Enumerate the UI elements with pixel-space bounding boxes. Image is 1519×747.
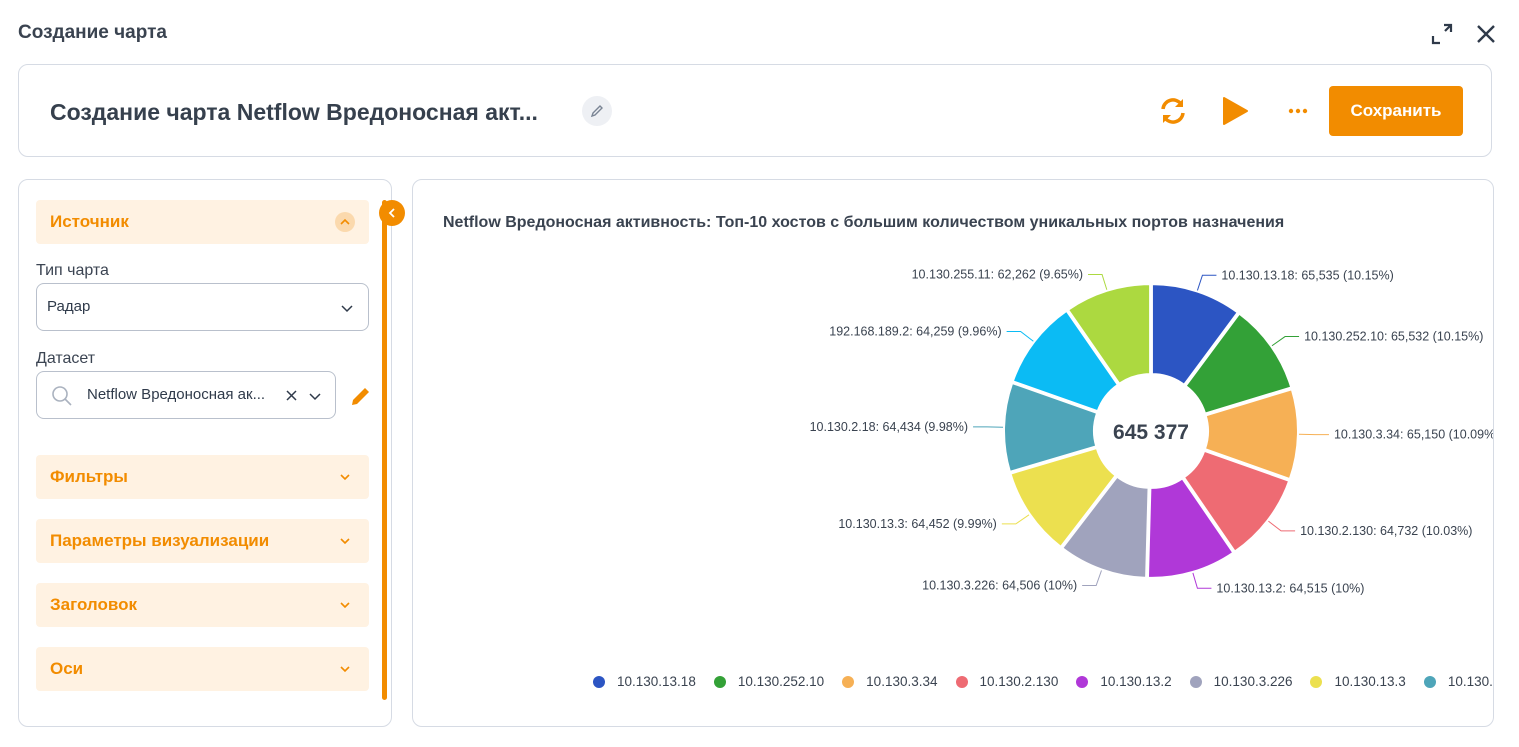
chevron-left-icon: [388, 208, 395, 218]
search-icon: [52, 386, 72, 406]
slice-label: 10.130.2.130: 64,732 (10.03%): [1300, 524, 1472, 538]
dataset-select[interactable]: Netflow Вредоносная ак...: [36, 371, 336, 419]
chart-type-label: Тип чарта: [36, 262, 109, 279]
label-leader-line: [1088, 273, 1108, 290]
legend-item[interactable]: 10.130.13.3: [1310, 674, 1406, 689]
chart-legend: 10.130.13.18 10.130.252.10 10.130.3.34 10.1…: [593, 674, 1493, 689]
slice-label: 10.130.13.2: 64,515 (10%): [1216, 581, 1364, 595]
panel-scrollbar[interactable]: [382, 200, 387, 700]
total-value: 645 377: [1113, 421, 1189, 444]
label-leader-line: [1192, 572, 1212, 589]
settings-panel: Источник Тип чарта Радар Датасет Netflow…: [18, 179, 405, 727]
pie-slice[interactable]: [1061, 475, 1150, 579]
chart-preview-panel: Netflow Вредоносная активность: Топ-10 х…: [412, 179, 1494, 727]
chevron-down-icon: [340, 538, 350, 545]
accordion-filters-label: Фильтры: [50, 467, 128, 486]
slice-label: 10.130.3.34: 65,150 (10.09%): [1334, 428, 1494, 442]
donut-chart: 10.130.13.18: 65,535 (10.15%) 10.130.252.…: [810, 267, 1494, 595]
chart-name-title: Создание чарта Netflow Вредоносная акт..…: [50, 99, 538, 125]
clear-icon[interactable]: [285, 389, 298, 402]
legend-item[interactable]: 10.130.252.10: [713, 674, 825, 689]
chevron-down-icon: [309, 393, 321, 401]
slice-label: 10.130.255.11: 62,262 (9.65%): [912, 267, 1083, 281]
chevron-down-icon: [340, 666, 350, 673]
chart-title: Netflow Вредоносная активность: Топ-10 х…: [443, 214, 1285, 231]
accordion-source[interactable]: Источник: [36, 200, 369, 244]
pie-slice[interactable]: [1009, 447, 1117, 548]
label-leader-line: [1006, 331, 1034, 342]
pie-slice[interactable]: [1182, 449, 1291, 553]
more-options-icon[interactable]: [1287, 105, 1309, 117]
legend-item[interactable]: 10.130.2.130: [955, 674, 1059, 689]
label-leader-line: [1001, 514, 1030, 525]
pencil-icon: [590, 105, 603, 118]
accordion-axes[interactable]: Оси: [36, 647, 369, 691]
chart-type-value: Радар: [47, 298, 91, 315]
pie-slice[interactable]: [1003, 382, 1099, 473]
legend-item[interactable]: 10.130.13.18: [593, 674, 696, 689]
accordion-filters[interactable]: Фильтры: [36, 455, 369, 499]
dataset-value: Netflow Вредоносная ак...: [87, 386, 266, 403]
accordion-header-settings-label: Заголовок: [50, 595, 138, 614]
chart-header-card: Создание чарта Netflow Вредоносная акт..…: [18, 64, 1492, 157]
legend-marker: [1423, 675, 1436, 688]
legend-item[interactable]: 10.130.3.226: [1189, 674, 1293, 689]
expand-icon[interactable]: [1430, 22, 1454, 46]
chevron-down-icon: [340, 474, 350, 481]
label-leader-line: [1271, 336, 1300, 347]
pie-slice[interactable]: [1146, 477, 1235, 579]
pie-slice[interactable]: [1011, 309, 1119, 413]
slice-label: 10.130.3.226: 64,506 (10%): [922, 579, 1077, 593]
legend-item[interactable]: 10.130.2.18: [1423, 674, 1493, 689]
edit-title-button[interactable]: [582, 96, 612, 126]
accordion-visualization[interactable]: Параметры визуализации: [36, 519, 369, 563]
legend-marker: [1189, 675, 1202, 688]
legend-marker: [955, 675, 968, 688]
label-leader-line: [1268, 520, 1296, 532]
slice-label: 10.130.13.3: 64,452 (9.99%): [838, 517, 996, 531]
legend-marker: [842, 675, 855, 688]
collapse-panel-button[interactable]: [379, 200, 405, 226]
save-button[interactable]: Сохранить: [1329, 86, 1463, 136]
legend-label: 10.130.3.34: [866, 674, 938, 689]
chart-type-select[interactable]: Радар: [36, 283, 369, 331]
accordion-axes-label: Оси: [50, 659, 84, 678]
slice-label: 10.130.2.18: 64,434 (9.98%): [810, 420, 968, 434]
chevron-down-icon: [340, 602, 350, 609]
legend-label: 10.130.3.226: [1213, 674, 1293, 689]
legend-item[interactable]: 10.130.3.34: [842, 674, 938, 689]
legend-marker: [1310, 675, 1323, 688]
label-leader-line: [1082, 570, 1102, 587]
accordion-header-settings[interactable]: Заголовок: [36, 583, 369, 627]
dataset-label: Датасет: [36, 350, 96, 367]
pie-slice[interactable]: [1203, 388, 1299, 481]
legend-marker: [1076, 675, 1089, 688]
pie-slice[interactable]: [1184, 312, 1293, 415]
legend-label: 10.130.13.18: [617, 674, 696, 689]
legend-marker: [593, 675, 605, 688]
play-icon[interactable]: [1220, 96, 1250, 126]
modal-title: Создание чарта: [18, 22, 167, 43]
slice-label: 10.130.13.18: 65,535 (10.15%): [1221, 268, 1393, 282]
label-leader-line: [1196, 274, 1217, 291]
pie-slice[interactable]: [1067, 283, 1152, 385]
legend-item[interactable]: 10.130.13.2: [1076, 674, 1172, 689]
accordion-source-label: Источник: [50, 212, 129, 231]
chevron-down-icon: [341, 305, 353, 313]
close-icon[interactable]: [1474, 22, 1498, 46]
accordion-visualization-label: Параметры визуализации: [50, 531, 270, 550]
slice-label: 10.130.252.10: 65,532 (10.15%): [1304, 330, 1483, 344]
legend-label: 10.130.13.2: [1100, 674, 1172, 689]
legend-label: 10.130.2.18: [1447, 674, 1493, 689]
edit-dataset-icon[interactable]: [349, 384, 373, 408]
chevron-up-icon: [335, 212, 355, 232]
refresh-icon[interactable]: [1157, 95, 1189, 127]
legend-marker: [713, 675, 726, 688]
slice-label: 192.168.189.2: 64,259 (9.96%): [829, 325, 1001, 339]
legend-label: 10.130.252.10: [737, 674, 825, 689]
legend-label: 10.130.13.3: [1334, 674, 1406, 689]
pie-slice[interactable]: [1150, 283, 1239, 386]
legend-label: 10.130.2.130: [979, 674, 1059, 689]
